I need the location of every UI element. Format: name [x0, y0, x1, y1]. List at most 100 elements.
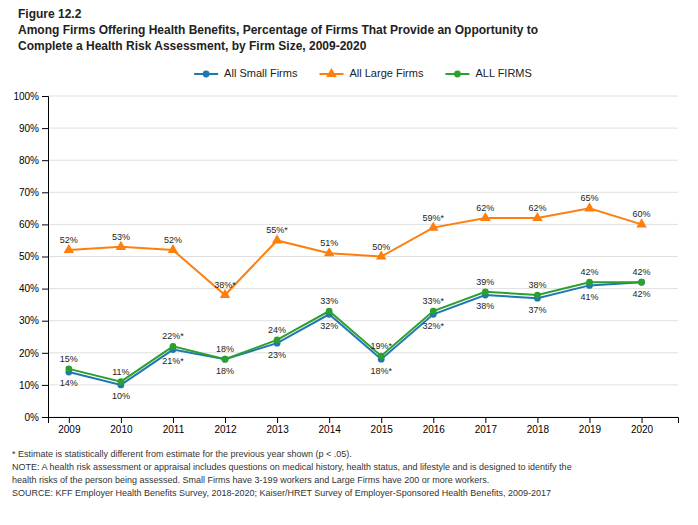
tick-label: 2009 — [58, 424, 81, 435]
data-label: 11% — [112, 367, 129, 377]
tick: 60% — [19, 219, 48, 230]
tick-mark — [433, 417, 434, 423]
y-axis: 0% 10% 20% 30% 40% 50% 60% 70% 80% 90% 100% — [13, 91, 48, 423]
data-label: 42% — [633, 267, 651, 277]
legend-label: All Large Firms — [349, 67, 423, 79]
tick-label: 2020 — [631, 424, 654, 435]
data-labels: 14%10%21%*18%23%32%18%*32%*38%37%41%42%5… — [60, 193, 651, 401]
legend-item: ALL FIRMS — [445, 67, 531, 79]
tick-label: 30% — [19, 315, 39, 326]
legend-label: All Small Firms — [224, 67, 298, 79]
tick-mark — [485, 417, 486, 423]
tick-mark — [42, 96, 48, 97]
tick-mark — [589, 417, 590, 423]
tick-label: 0% — [25, 412, 40, 423]
tick-mark — [173, 417, 174, 423]
tick-mark — [225, 417, 226, 423]
data-label: 18% — [216, 344, 234, 354]
marker — [64, 244, 75, 253]
data-label: 42% — [633, 289, 651, 299]
tick: 2009 — [58, 417, 81, 435]
tick-label: 2016 — [423, 424, 446, 435]
tick-mark — [42, 224, 48, 225]
tick-label: 70% — [19, 187, 39, 198]
data-label: 33% — [320, 296, 338, 306]
data-label: 39% — [476, 277, 494, 287]
tick-mark — [69, 417, 70, 423]
tick-mark — [42, 289, 48, 290]
x-axis: 2009 2010 2011 2012 2013 2014 2015 2016 2017 2018… — [49, 417, 679, 435]
data-label: 62% — [476, 203, 494, 213]
tick: 90% — [19, 123, 48, 134]
title: Among Firms Offering Health Benefits, Pe… — [18, 23, 538, 37]
marker — [272, 234, 283, 243]
data-label: 38% — [528, 280, 546, 290]
marker — [324, 247, 335, 256]
tick: 2013 — [266, 417, 289, 435]
marker — [376, 250, 387, 259]
axis-line — [42, 97, 49, 418]
data-label: 23% — [268, 350, 286, 360]
data-label: 24% — [268, 325, 286, 335]
tick-label: 2010 — [110, 424, 133, 435]
tick-label: 10% — [19, 380, 39, 391]
tick: 2020 — [631, 417, 654, 435]
tick-mark — [42, 321, 48, 322]
tick-label: 2015 — [371, 424, 394, 435]
tick-label: 50% — [19, 251, 39, 262]
tick: 2018 — [527, 417, 550, 435]
series-line — [69, 208, 642, 295]
tick-label: 90% — [19, 123, 39, 134]
marker — [222, 356, 229, 363]
tick-label: 100% — [13, 91, 39, 102]
footnote: SOURCE: KFF Employer Health Benefits Sur… — [12, 488, 551, 498]
marker — [220, 289, 231, 298]
marker — [118, 378, 125, 385]
marker — [636, 218, 647, 227]
legend: All Small Firms All Large Firms ALL FIRMS — [194, 67, 532, 79]
legend-item: All Small Firms — [194, 67, 298, 79]
tick-mark — [42, 257, 48, 258]
grid-line — [48, 320, 678, 321]
tick-label: 40% — [19, 283, 39, 294]
data-label: 10% — [112, 391, 130, 401]
data-label: 52% — [60, 235, 78, 245]
data-label: 51% — [320, 238, 338, 248]
tick-mark — [329, 417, 330, 423]
tick-mark — [42, 385, 48, 386]
grid-line — [48, 96, 678, 97]
data-label: 53% — [112, 232, 130, 242]
grid-line — [48, 224, 678, 225]
footnote: NOTE: A health risk assessment or apprai… — [12, 462, 572, 472]
tick: 10% — [19, 380, 48, 391]
tick: 2015 — [371, 417, 394, 435]
marker — [274, 337, 281, 344]
tick: 0% — [25, 412, 48, 423]
data-label: 55%* — [266, 225, 288, 235]
data-label: 33%* — [423, 296, 445, 306]
data-label: 42% — [580, 267, 598, 277]
chart: Figure 12.2Among Firms Offering Health B… — [0, 0, 698, 525]
tick: 100% — [13, 91, 48, 102]
data-label: 37% — [528, 305, 546, 315]
data-label: 18% — [216, 366, 234, 376]
tick-label: 80% — [19, 155, 39, 166]
tick-mark — [121, 417, 122, 423]
tick: 2014 — [319, 417, 342, 435]
tick: 2019 — [579, 417, 602, 435]
data-label: 22%* — [162, 331, 184, 341]
tick: 2010 — [110, 417, 133, 435]
marker — [482, 288, 489, 295]
marker — [378, 353, 385, 360]
tick: 2011 — [163, 417, 185, 435]
data-label: 15% — [60, 354, 78, 364]
tick: 2012 — [214, 417, 237, 435]
data-label: 59%* — [423, 213, 445, 223]
tick-label: 2017 — [475, 424, 498, 435]
data-label: 14% — [60, 378, 78, 388]
tick: 30% — [19, 315, 48, 326]
data-label: 38% — [476, 301, 494, 311]
tick: 20% — [19, 348, 48, 359]
tick-label: 2018 — [527, 424, 550, 435]
data-label: 18%* — [370, 366, 392, 376]
